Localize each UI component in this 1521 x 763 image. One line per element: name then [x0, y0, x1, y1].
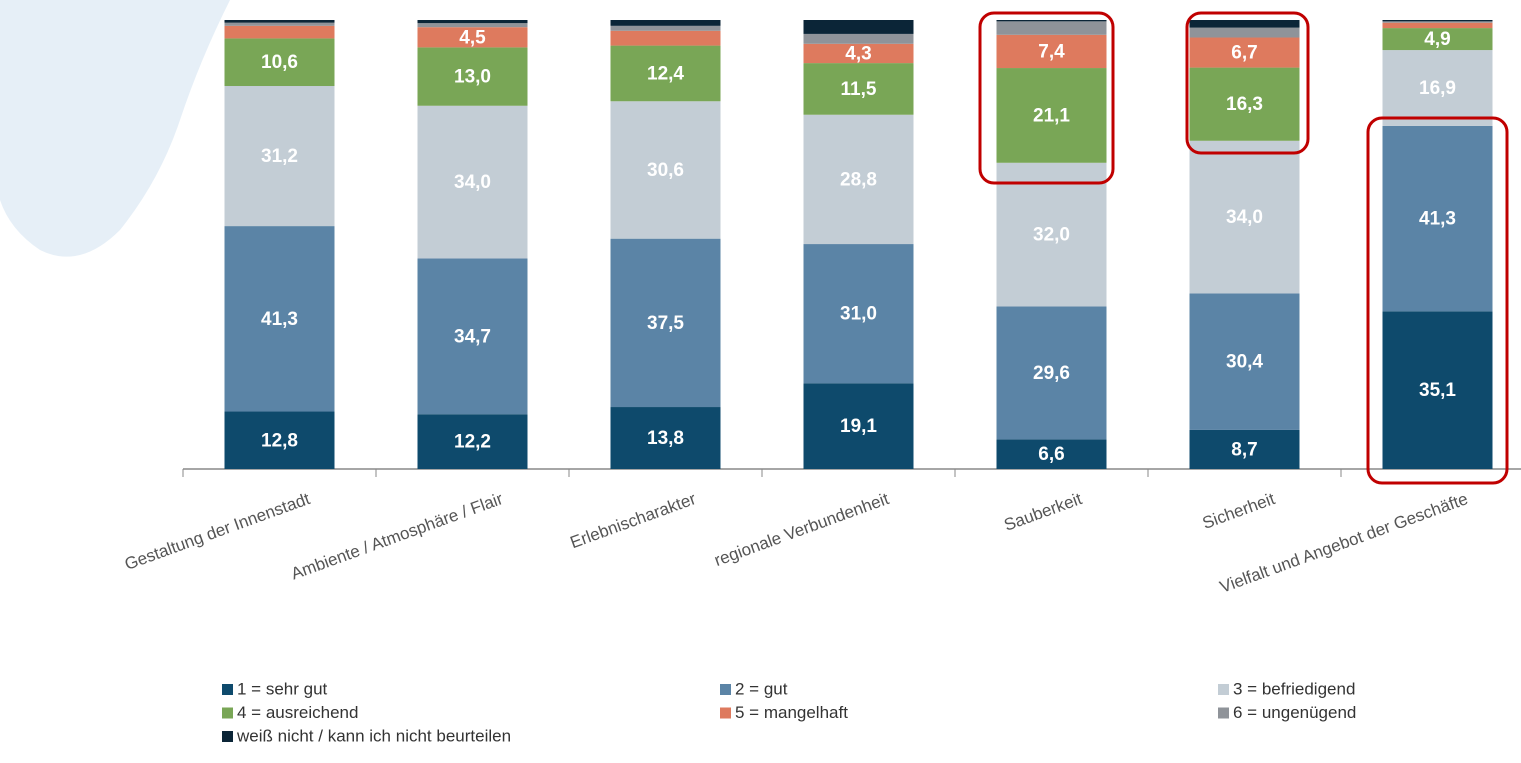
data-label: 11,5 [841, 79, 877, 100]
data-label: 37,5 [647, 313, 684, 334]
data-label: 4,5 [459, 27, 486, 48]
x-tick-label: regionale Verbundenheit [712, 489, 892, 570]
bar-segment [418, 20, 528, 23]
legend-label: 4 = ausreichend [237, 703, 358, 722]
legend-label: weiß nicht / kann ich nicht beurteilen [236, 726, 511, 745]
legend-label: 1 = sehr gut [237, 679, 328, 698]
bar-segment [804, 20, 914, 34]
data-label: 29,6 [1033, 363, 1070, 384]
logo-decoration [0, 0, 230, 257]
data-label: 19,1 [840, 416, 877, 437]
data-label: 16,3 [1226, 94, 1263, 115]
bar-segment [1383, 20, 1493, 21]
bar-segment [804, 34, 914, 44]
bar-segment [1383, 21, 1493, 22]
legend-swatch [1218, 708, 1229, 719]
data-label: 31,0 [840, 304, 877, 325]
bar-segment [997, 20, 1107, 21]
legend-swatch [1218, 684, 1229, 695]
bar-segment [611, 31, 721, 46]
data-label: 7,4 [1038, 41, 1065, 62]
legend-swatch [222, 708, 233, 719]
data-label: 10,6 [261, 52, 298, 73]
legend-swatch [222, 684, 233, 695]
bar-segment [225, 20, 335, 23]
data-label: 34,7 [454, 326, 491, 347]
bar-segment [611, 20, 721, 26]
data-label: 4,3 [845, 43, 871, 64]
bar-segment [1190, 20, 1300, 28]
data-label: 8,7 [1231, 439, 1257, 460]
data-label: 30,4 [1226, 352, 1263, 373]
data-label: 28,8 [840, 169, 877, 190]
data-label: 34,0 [1226, 207, 1263, 228]
bar-segment [1383, 23, 1493, 28]
data-label: 6,6 [1038, 444, 1064, 465]
x-tick-label: Erlebnischarakter [568, 489, 699, 552]
x-tick-label: Ambiente / Atmosphäre / Flair [288, 489, 505, 584]
legend-label: 5 = mangelhaft [735, 703, 848, 722]
legend-swatch [720, 684, 731, 695]
data-label: 12,4 [647, 63, 684, 84]
bar-segment [225, 26, 335, 39]
chart: 12,8 41,3 31,2 10,6 Gestaltung der Innenstad… [0, 0, 1521, 758]
data-label: 12,2 [454, 432, 491, 453]
data-label: 32,0 [1033, 225, 1070, 246]
x-tick-label: Gestaltung der Innenstadt [122, 489, 313, 574]
data-label: 41,3 [1419, 209, 1456, 230]
legend-swatch [720, 708, 731, 719]
data-label: 16,9 [1419, 78, 1456, 99]
legend-label: 2 = gut [735, 679, 788, 698]
data-label: 35,1 [1419, 380, 1456, 401]
legend-label: 6 = ungenügend [1233, 703, 1356, 722]
data-label: 13,8 [647, 428, 684, 449]
legend-swatch [222, 731, 233, 742]
bar-segment [418, 23, 528, 27]
bar-segment [997, 21, 1107, 34]
data-label: 30,6 [647, 160, 684, 181]
x-tick-label: Sauberkeit [1002, 489, 1085, 535]
legend-label: 3 = befriedigend [1233, 679, 1355, 698]
data-label: 31,2 [261, 146, 298, 167]
data-label: 4,9 [1424, 29, 1450, 50]
data-label: 41,3 [261, 309, 298, 330]
bar-segment [225, 23, 335, 26]
data-label: 12,8 [261, 430, 298, 451]
bar-segment [611, 26, 721, 31]
data-label: 6,7 [1231, 43, 1257, 64]
x-tick-label: Sicherheit [1200, 489, 1278, 533]
bar-segment [1190, 28, 1300, 38]
data-label: 21,1 [1033, 105, 1070, 126]
data-label: 13,0 [454, 67, 491, 88]
data-label: 34,0 [454, 172, 491, 193]
